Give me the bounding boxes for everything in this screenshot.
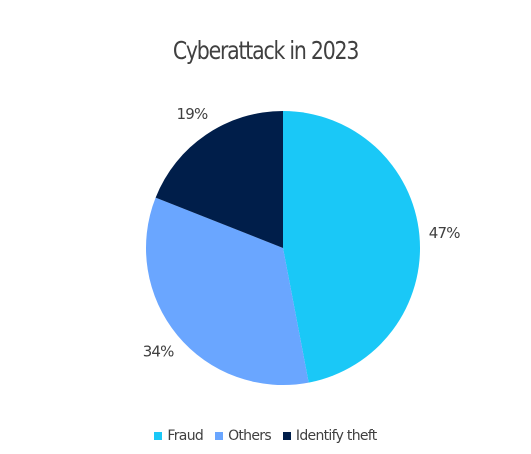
pie-slice-identify-theft xyxy=(155,110,283,248)
legend: Fraud Others Identify theft xyxy=(0,428,531,444)
legend-label-identify-theft: Identify theft xyxy=(295,428,377,444)
legend-swatch-fraud xyxy=(154,432,163,440)
data-label-fraud: 47% xyxy=(429,224,460,242)
legend-item-fraud: Fraud xyxy=(154,428,204,444)
legend-swatch-identify-theft xyxy=(282,432,291,440)
pie-slice-fraud xyxy=(283,111,420,383)
data-label-others: 34% xyxy=(143,342,174,360)
legend-label-others: Others xyxy=(228,428,272,444)
legend-swatch-others xyxy=(215,432,224,440)
legend-item-others: Others xyxy=(215,428,272,444)
legend-item-identify-theft: Identify theft xyxy=(282,428,377,444)
pie-slice-others xyxy=(145,197,309,385)
legend-label-fraud: Fraud xyxy=(167,428,204,444)
chart-title: Cyberattack in 2023 xyxy=(172,36,360,65)
data-label-identify-theft: 19% xyxy=(176,105,207,123)
